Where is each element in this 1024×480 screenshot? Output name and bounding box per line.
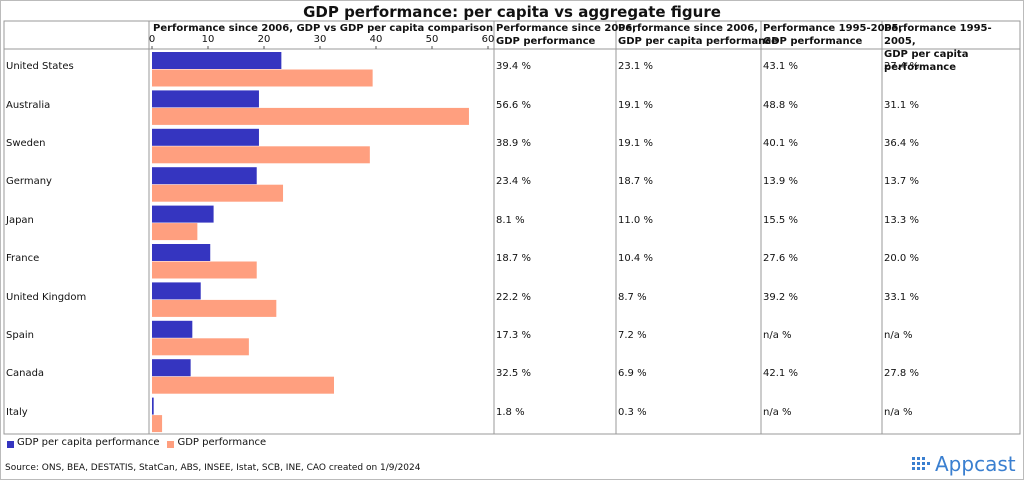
- bar: [152, 205, 214, 223]
- table-cell: 1.8 %: [496, 406, 525, 418]
- table-cell: n/a %: [884, 330, 913, 341]
- row-label: United States: [6, 61, 74, 73]
- row-label: Germany: [6, 176, 52, 188]
- table-cell: 11.0 %: [618, 214, 653, 226]
- legend-swatch: [167, 441, 175, 448]
- bar: [152, 415, 163, 433]
- column-header: Performance 1995-2005, GDP performance: [763, 23, 903, 47]
- x-tick-label: 50: [426, 34, 439, 45]
- table-cell: 10.4 %: [618, 253, 653, 265]
- table-cell: 43.1 %: [763, 61, 798, 73]
- bar: [152, 261, 257, 279]
- row-label: Japan: [6, 214, 34, 226]
- bar: [152, 184, 284, 202]
- table-cell: 8.7 %: [618, 291, 647, 303]
- bar: [152, 90, 259, 108]
- table-cell: 27.4 %: [884, 61, 919, 73]
- bar: [152, 376, 334, 394]
- row-label: Australia: [6, 99, 51, 111]
- table-cell: 56.6 %: [496, 99, 531, 111]
- bar: [152, 146, 370, 164]
- x-tick-label: 0: [149, 34, 155, 45]
- table-cell: 42.1 %: [763, 368, 798, 380]
- table-cell: n/a %: [763, 330, 792, 341]
- bar: [152, 338, 249, 356]
- table-cell: 13.7 %: [884, 176, 919, 188]
- table-cell: 39.2 %: [763, 291, 798, 303]
- page-title: GDP performance: per capita vs aggregate…: [303, 3, 721, 21]
- table-cell: 27.8 %: [884, 368, 919, 380]
- table-cell: 39.4 %: [496, 61, 531, 73]
- table-cell: 31.1 %: [884, 99, 919, 111]
- bar: [152, 359, 191, 377]
- table-cell: 15.5 %: [763, 214, 798, 226]
- table-cell: 32.5 %: [496, 368, 531, 380]
- table-cell: 18.7 %: [496, 253, 531, 265]
- table-cell: 20.0 %: [884, 253, 919, 265]
- bar: [152, 320, 193, 338]
- logo: Appcast: [935, 452, 1016, 476]
- table-cell: n/a %: [763, 406, 792, 418]
- bar: [152, 282, 201, 300]
- bar: [152, 244, 211, 261]
- table-cell: 40.1 %: [763, 138, 798, 149]
- table-cell: 36.4 %: [884, 138, 919, 149]
- table-cell: 6.9 %: [618, 368, 647, 380]
- table-cell: 19.1 %: [618, 99, 653, 111]
- table-cell: 33.1 %: [884, 291, 919, 303]
- table-cell: 48.8 %: [763, 99, 798, 111]
- table-cell: n/a %: [884, 406, 913, 418]
- x-tick-label: 20: [258, 34, 271, 45]
- chart-title: Performance since 2006, GDP vs GDP per c…: [153, 23, 494, 34]
- source: Source: ONS, BEA, DESTATIS, StatCan, ABS…: [5, 463, 421, 473]
- row-label: Sweden: [6, 138, 46, 149]
- table-cell: 27.6 %: [763, 253, 798, 265]
- bar: [152, 69, 373, 87]
- table-cell: 0.3 %: [618, 406, 647, 418]
- bar: [152, 299, 277, 317]
- row-label: Italy: [6, 406, 28, 418]
- table-cell: 22.2 %: [496, 291, 531, 303]
- table-cell: 23.4 %: [496, 176, 531, 188]
- column-header: Performance since 2006, GDP per capita p…: [618, 23, 778, 47]
- x-tick-label: 60: [482, 34, 495, 45]
- table-cell: 18.7 %: [618, 176, 653, 188]
- table-cell: 17.3 %: [496, 330, 531, 341]
- bar: [152, 52, 282, 69]
- legend-swatch: [7, 441, 14, 448]
- table-cell: 7.2 %: [618, 330, 647, 341]
- bar: [152, 223, 198, 241]
- column-header: Performance since 2006, GDP performance: [496, 23, 636, 47]
- table-cell: 13.3 %: [884, 214, 919, 226]
- x-tick-label: 10: [202, 34, 215, 45]
- row-label: United Kingdom: [6, 291, 87, 303]
- legend-label: GDP per capita performance: [17, 437, 160, 448]
- table-cell: 8.1 %: [496, 214, 525, 226]
- table-cell: 23.1 %: [618, 61, 653, 73]
- row-label: Canada: [6, 368, 45, 380]
- row-label: Spain: [6, 330, 34, 341]
- x-tick-label: 40: [370, 34, 383, 45]
- table-cell: 13.9 %: [763, 176, 798, 188]
- logo-icon: [912, 457, 930, 470]
- bar: [152, 397, 154, 415]
- column-header: Performance 1995-2005, GDP per capita pe…: [884, 23, 992, 73]
- x-tick-label: 30: [314, 34, 327, 45]
- row-label: France: [6, 253, 40, 265]
- table-cell: 38.9 %: [496, 138, 531, 149]
- bar: [152, 107, 469, 125]
- bar: [152, 128, 259, 146]
- legend-label: GDP performance: [177, 437, 267, 448]
- table-border: [3, 20, 1021, 435]
- table-cell: 19.1 %: [618, 138, 653, 149]
- bar: [152, 167, 257, 185]
